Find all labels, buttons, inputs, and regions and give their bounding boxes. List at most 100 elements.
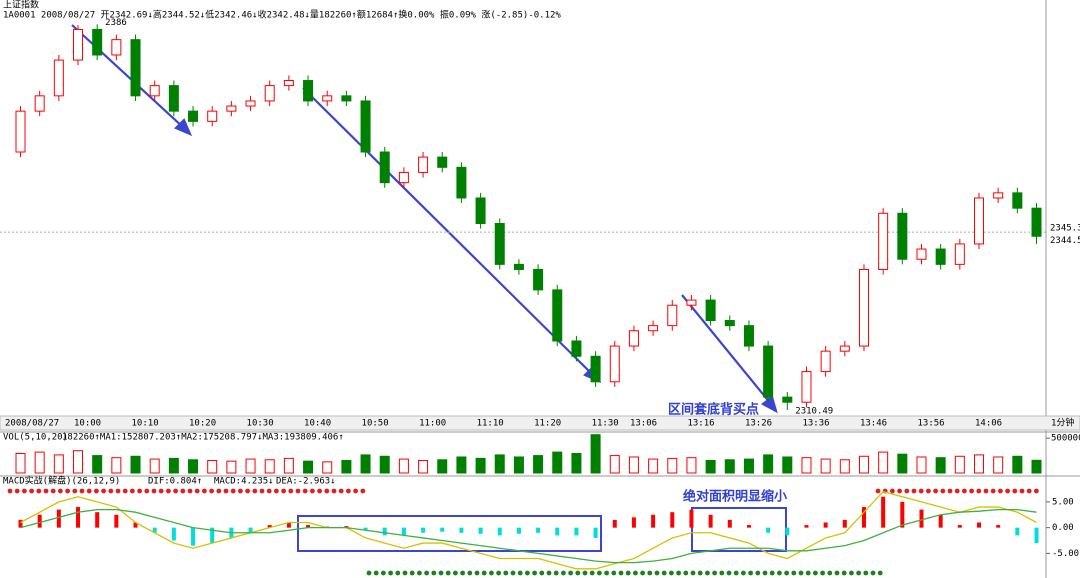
volume-bar (820, 458, 831, 474)
candle-body (686, 299, 697, 306)
signal-dot (445, 570, 451, 576)
macd-bar (440, 527, 445, 532)
candle-body (954, 243, 965, 265)
signal-dot (72, 488, 78, 494)
macd-bar (708, 514, 713, 528)
macd-bar (478, 527, 483, 534)
signal-dot (281, 488, 286, 494)
macd-bar (76, 507, 81, 528)
x-tick-label: 13:26 (745, 419, 772, 429)
signal-dot (137, 488, 143, 494)
signal-dot (611, 570, 617, 576)
macd-bar (996, 525, 1001, 528)
candle-body (1031, 207, 1042, 237)
volume-bar (92, 455, 103, 474)
macd-bar (766, 527, 771, 533)
x-tick-label: 10:00 (74, 419, 101, 429)
volume-bar (628, 456, 639, 474)
candle-body (15, 110, 26, 153)
macd-bar (56, 509, 61, 528)
signal-dot (144, 488, 150, 494)
volume-bar (73, 450, 84, 474)
volume-bar (130, 455, 141, 474)
signal-dot (489, 570, 494, 576)
macd-bar (18, 519, 23, 528)
signal-dot (911, 488, 917, 494)
macd-bar (689, 509, 694, 528)
macd-bar (555, 527, 560, 536)
signal-dot (130, 488, 135, 494)
macd-bar (670, 512, 675, 528)
candle-body (245, 100, 256, 107)
signal-dot (813, 570, 818, 576)
macd-bar (593, 527, 598, 538)
signal-dot (331, 488, 337, 494)
macd-bar (900, 501, 905, 528)
signal-dot (733, 570, 739, 576)
signal-dot (748, 570, 753, 576)
signal-dot (346, 488, 351, 494)
candle-body (226, 105, 237, 112)
signal-dot (467, 570, 473, 576)
volume-bar (935, 457, 946, 474)
volume-bar (303, 460, 314, 474)
signal-dot (676, 570, 681, 576)
volume-bar (15, 453, 26, 474)
x-tick-label: 10:10 (132, 419, 159, 429)
signal-dot (431, 570, 437, 576)
signal-dot (122, 488, 128, 494)
candle-body (648, 325, 659, 332)
signal-dot (230, 488, 236, 494)
signal-dot (43, 488, 49, 494)
macd-bar (363, 527, 368, 531)
macd-bar (804, 525, 809, 528)
signal-dot (998, 488, 1003, 494)
signal-dot (310, 488, 315, 494)
x-tick-label: 11:10 (477, 419, 504, 429)
signal-dot (990, 488, 996, 494)
panel-title: MACD实战(解盘)(26,12,9) (3, 475, 120, 487)
signal-dot (791, 570, 797, 576)
candle-body (92, 28, 103, 56)
signal-dot (481, 570, 487, 576)
signal-dot (29, 488, 34, 494)
candle-body (379, 151, 390, 184)
signal-dot (517, 570, 523, 576)
candle-body (513, 263, 524, 270)
signal-dot (373, 570, 379, 576)
volume-bar (360, 454, 371, 474)
signal-dot (302, 488, 308, 494)
signal-dot (705, 570, 710, 576)
volume-bar (475, 457, 486, 474)
macd-bar (612, 519, 617, 528)
volume-bar (609, 455, 620, 474)
signal-dot (166, 488, 171, 494)
candle-body (820, 350, 831, 373)
signal-dot (647, 570, 653, 576)
signal-dot (976, 488, 982, 494)
signal-dot (417, 570, 422, 576)
candle-body (475, 197, 486, 225)
candle-body (398, 171, 409, 184)
volume-bar (839, 459, 850, 474)
signal-dot (690, 570, 696, 576)
signal-dot (553, 570, 559, 576)
candle-body (839, 345, 850, 352)
signal-dot (22, 488, 27, 494)
candle-body (628, 330, 639, 347)
security-name: 上证指数 (3, 0, 39, 11)
legend-entry: DIF:0.804↑ (148, 477, 202, 487)
volume-bar (648, 458, 659, 474)
candle-body (916, 248, 927, 260)
macd-bar (171, 527, 176, 541)
macd-bar (421, 527, 426, 533)
macd-bar (114, 514, 119, 528)
signal-dot (259, 488, 265, 494)
signal-dot (561, 570, 566, 576)
y-tick-label: 5.00 (1052, 497, 1074, 507)
signal-dot (353, 488, 358, 494)
volume-bar (954, 455, 965, 474)
macd-line (20, 508, 1037, 564)
signal-dot (180, 488, 186, 494)
